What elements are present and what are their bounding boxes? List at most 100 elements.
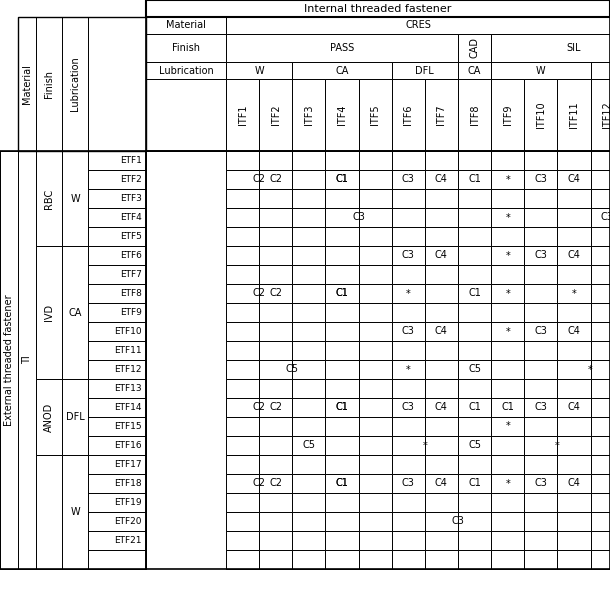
Bar <box>458 360 491 379</box>
Text: ITF6: ITF6 <box>403 105 414 125</box>
Bar <box>491 531 524 550</box>
Bar <box>359 341 392 360</box>
Bar <box>88 208 146 227</box>
Bar <box>226 379 259 398</box>
Bar <box>325 379 359 398</box>
Text: ETF14: ETF14 <box>115 403 142 412</box>
Text: C3: C3 <box>601 213 610 223</box>
Text: C4: C4 <box>567 251 581 261</box>
Bar <box>491 455 524 474</box>
Bar <box>590 417 610 436</box>
Bar <box>458 284 491 303</box>
Bar <box>325 265 359 284</box>
Bar <box>458 436 491 455</box>
Bar <box>491 79 524 151</box>
Bar <box>458 303 491 322</box>
Bar <box>292 303 325 322</box>
Bar <box>259 79 292 151</box>
Bar <box>226 455 259 474</box>
Bar <box>359 151 392 170</box>
Bar <box>359 284 392 303</box>
Text: ETF11: ETF11 <box>115 346 142 355</box>
Bar <box>425 208 458 227</box>
Bar <box>558 493 590 512</box>
Text: ETF5: ETF5 <box>120 232 142 241</box>
Bar <box>425 284 458 303</box>
Bar <box>36 455 62 569</box>
Bar <box>392 79 425 151</box>
Bar <box>146 62 226 79</box>
Text: CA: CA <box>336 65 349 75</box>
Bar <box>88 284 146 303</box>
Bar <box>359 322 392 341</box>
Bar <box>226 303 259 322</box>
Text: *: * <box>505 422 510 431</box>
Text: ETF7: ETF7 <box>120 270 142 279</box>
Bar <box>18 151 36 569</box>
Text: C2: C2 <box>253 289 265 299</box>
Bar <box>88 531 146 550</box>
Bar <box>558 227 590 246</box>
Bar <box>558 284 590 303</box>
Bar <box>325 246 359 265</box>
Text: C1: C1 <box>501 403 514 412</box>
Text: CAD: CAD <box>470 37 479 58</box>
Bar <box>558 189 590 208</box>
Bar <box>88 550 146 569</box>
Bar <box>359 417 392 436</box>
Bar <box>18 17 36 151</box>
Bar <box>392 531 425 550</box>
Bar <box>259 379 292 398</box>
Text: IVD: IVD <box>44 304 54 321</box>
Bar <box>259 189 292 208</box>
Bar <box>524 360 558 379</box>
Text: *: * <box>423 441 427 450</box>
Bar <box>325 455 359 474</box>
Text: *: * <box>406 289 411 299</box>
Bar <box>524 493 558 512</box>
Bar <box>425 493 458 512</box>
Bar <box>458 531 491 550</box>
Bar <box>425 265 458 284</box>
Bar <box>226 17 610 34</box>
Text: ITF1: ITF1 <box>237 105 248 125</box>
Bar <box>524 79 558 151</box>
Bar <box>590 170 610 189</box>
Text: Material: Material <box>22 64 32 104</box>
Bar <box>36 151 62 246</box>
Bar <box>146 0 610 151</box>
Bar <box>425 189 458 208</box>
Bar <box>524 189 558 208</box>
Bar <box>88 417 146 436</box>
Bar <box>491 34 610 62</box>
Bar <box>590 531 610 550</box>
Bar <box>524 455 558 474</box>
Text: ITF9: ITF9 <box>503 105 513 125</box>
Text: W: W <box>70 507 80 517</box>
Bar <box>359 550 392 569</box>
Text: C2: C2 <box>253 175 265 185</box>
Text: ITF5: ITF5 <box>370 105 380 125</box>
Text: ETF17: ETF17 <box>115 460 142 469</box>
Text: *: * <box>505 479 510 488</box>
Bar <box>325 151 359 170</box>
Bar <box>458 474 491 493</box>
Bar <box>259 436 292 455</box>
Text: W: W <box>254 65 264 75</box>
Bar <box>458 189 491 208</box>
Bar <box>524 303 558 322</box>
Bar <box>259 322 292 341</box>
Bar <box>590 512 610 531</box>
Text: ETF4: ETF4 <box>120 213 142 222</box>
Bar <box>292 417 325 436</box>
Bar <box>359 79 392 151</box>
Bar <box>226 151 259 170</box>
Bar <box>226 341 259 360</box>
Text: C3: C3 <box>352 213 365 223</box>
Bar <box>88 303 146 322</box>
Bar <box>458 151 491 170</box>
Bar <box>558 208 590 227</box>
Bar <box>226 246 259 265</box>
Bar <box>425 79 458 151</box>
Text: C5: C5 <box>286 365 299 374</box>
